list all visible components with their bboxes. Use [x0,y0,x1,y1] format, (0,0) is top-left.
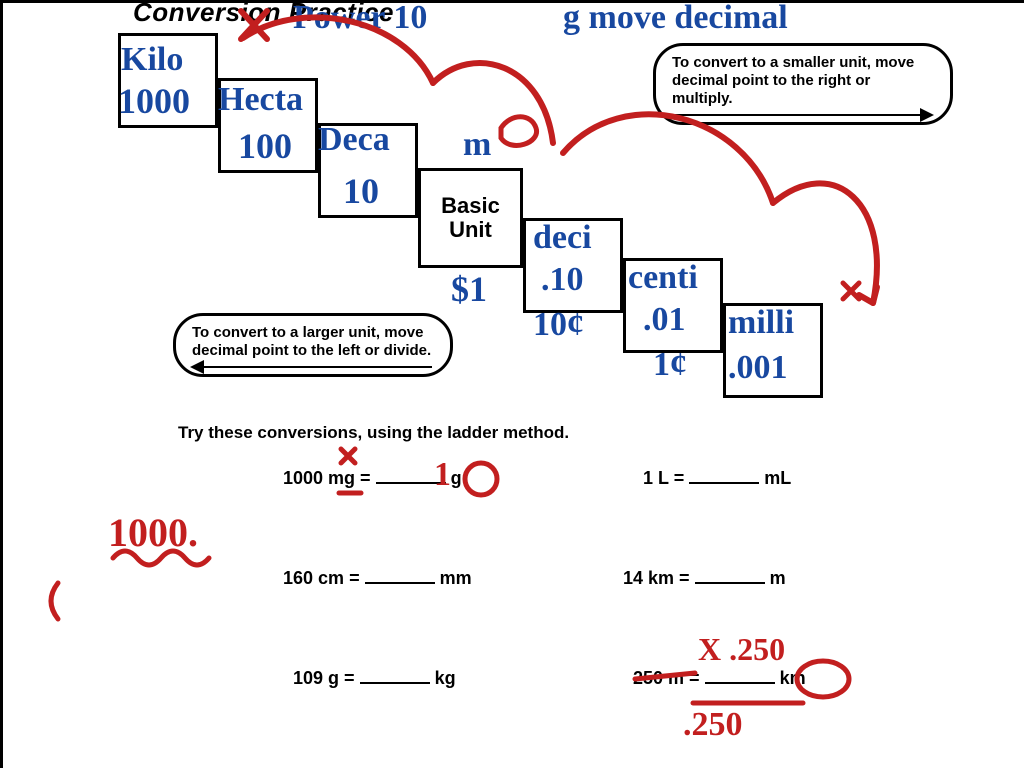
problem-6: 250 m = km [633,668,806,689]
problem-5: 109 g = kg [293,668,456,689]
hw-kilo-v: 1000 [118,83,190,119]
problem-1-lhs: 1000 mg [283,468,355,488]
problem-3: 160 cm = mm [283,568,472,589]
hw-deci: deci [533,221,592,255]
hw-deca: Deca [318,123,390,157]
hw-centi-c: 1¢ [653,348,687,382]
blank [360,680,430,684]
pill-smaller-line2: decimal point to the right or multiply. [672,72,934,108]
hw-milli: milli [728,306,794,340]
instruction-text: Try these conversions, using the ladder … [178,423,569,443]
pill-larger-line1: To convert to a larger unit, move [192,324,434,342]
blank [689,480,759,484]
hw-top-power10: Power 10 [293,1,427,35]
hw-work-x250: X .250 [698,633,785,665]
worksheet-page: Conversion Practice Basic Unit To conver… [0,0,1024,768]
pill-smaller-line1: To convert to a smaller unit, move [672,54,934,72]
hw-centi: centi [628,261,698,295]
hw-work-1000: 1000. [108,513,198,553]
problem-4-lhs: 14 km [623,568,674,588]
problem-4: 14 km = m [623,568,786,589]
hw-top-move-decimal: g move decimal [563,1,788,35]
hw-hecta-v: 100 [238,128,292,164]
problem-1-unit: g [451,468,462,488]
blank [365,580,435,584]
hw-deci-c: 10¢ [533,308,584,342]
problem-2-lhs: 1 L [643,468,669,488]
arrow-right-icon [672,114,932,116]
hw-kilo: Kilo [121,43,183,77]
pill-larger-line2: decimal point to the left or divide. [192,342,434,360]
problem-6-unit: km [780,668,806,688]
hw-milli-v: .001 [728,351,788,385]
pill-smaller: To convert to a smaller unit, move decim… [653,43,953,125]
basic-unit-label: Basic Unit [421,194,520,242]
hw-deca-v: 10 [343,173,379,209]
problem-5-lhs: 109 g [293,668,339,688]
step-basic: Basic Unit [418,168,523,268]
problem-3-lhs: 160 cm [283,568,344,588]
problem-3-unit: mm [440,568,472,588]
hw-hecta: Hecta [218,83,303,117]
problem-4-unit: m [770,568,786,588]
pill-larger: To convert to a larger unit, move decima… [173,313,453,377]
problem-2-unit: mL [764,468,791,488]
hw-basic-m: m [463,128,491,162]
hw-basic-dollar: $1 [451,271,487,307]
arrow-left-icon [192,366,432,368]
problem-2: 1 L = mL [643,468,791,489]
blank [705,680,775,684]
hw-answer-1: 1 [434,458,451,492]
blank [695,580,765,584]
problem-5-unit: kg [435,668,456,688]
problem-6-lhs: 250 m [633,668,684,688]
hw-deci-v: .10 [541,263,584,297]
hw-centi-v: .01 [643,303,686,337]
hw-work-250b: .250 [683,708,743,742]
